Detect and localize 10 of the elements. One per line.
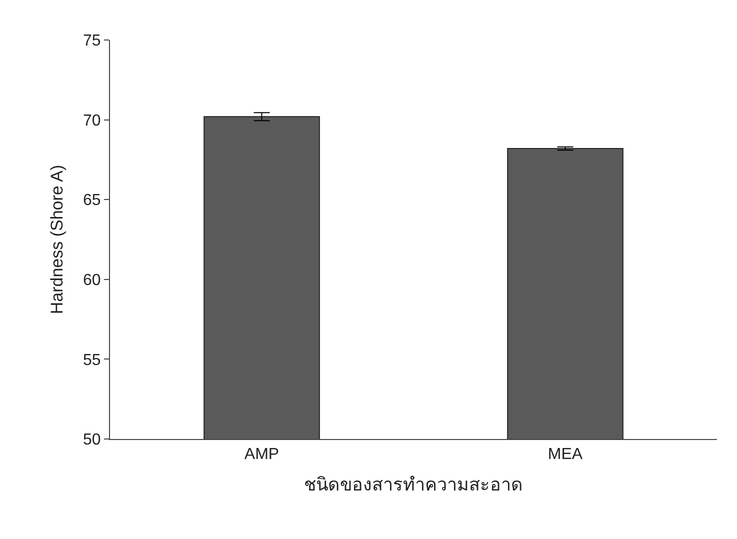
y-tick-label: 65 <box>83 192 101 210</box>
y-tick-label: 50 <box>83 432 101 449</box>
y-tick-label: 60 <box>83 272 101 289</box>
x-tick-label: AMP <box>244 446 280 464</box>
y-tick-label: 55 <box>83 352 101 369</box>
y-tick-label: 75 <box>83 32 101 50</box>
x-axis-title: ชนิดของสารทำความสะอาด <box>304 474 523 494</box>
y-tick-label: 70 <box>83 112 101 130</box>
x-tick-label: MEA <box>548 446 583 464</box>
y-axis-title: Hardness (Shore A) <box>48 164 67 314</box>
